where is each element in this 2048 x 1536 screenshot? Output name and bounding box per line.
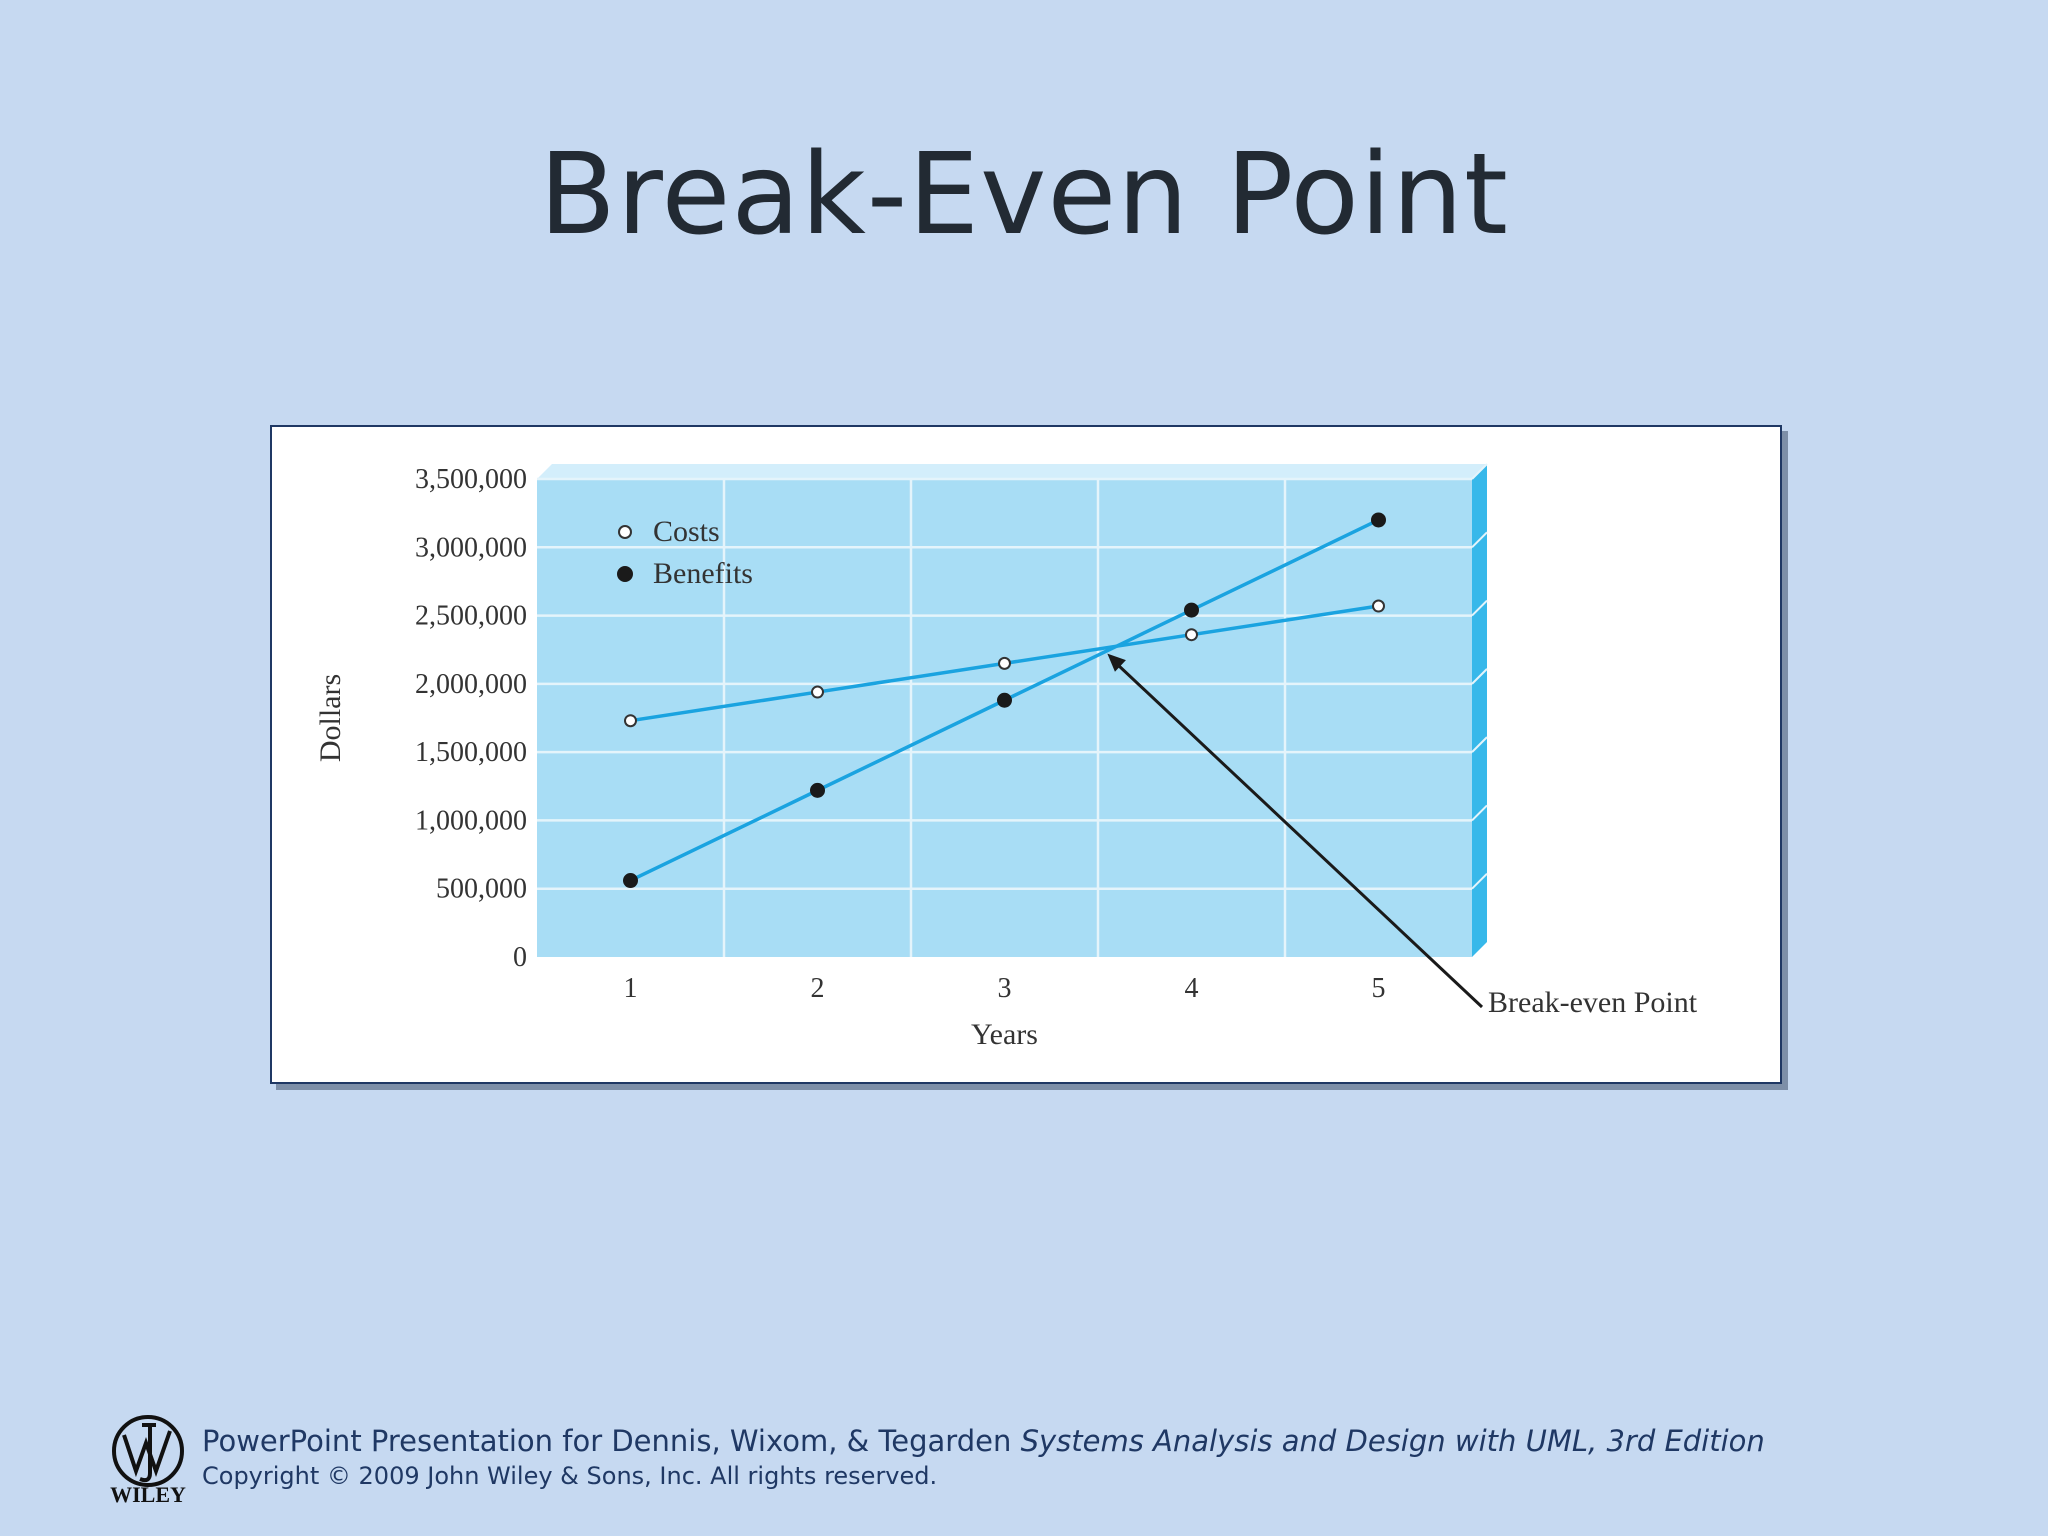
plot-top-face [537, 464, 1487, 479]
x-tick-label: 5 [1372, 973, 1386, 1004]
y-tick-label: 2,000,000 [415, 669, 527, 700]
y-gridline-side [1471, 873, 1488, 890]
y-axis-label: Dollars [314, 674, 347, 762]
plot-side-face [1472, 464, 1487, 957]
wiley-logo-text: WILEY [110, 1482, 186, 1507]
x-tick-label: 4 [1185, 973, 1199, 1004]
annotation-arrow-line [1112, 659, 1484, 1009]
y-gridline-side [1471, 599, 1488, 617]
legend-marker-benefits [617, 566, 633, 582]
legend-label-benefits: Benefits [653, 557, 753, 590]
y-gridline-side [1471, 804, 1488, 822]
data-point-costs [1372, 599, 1385, 613]
legend-label-costs: Costs [653, 515, 720, 548]
y-tick-label: 500,000 [436, 874, 527, 905]
footer-book-title: Systems Analysis and Design with UML, 3r… [1020, 1424, 1765, 1458]
x-tick-label: 2 [811, 973, 825, 1004]
data-point-costs [998, 656, 1011, 670]
legend-marker-costs [618, 525, 632, 539]
break-even-chart: 0 500,000 1,000,000 1,500,000 2,000,000 2,500… [314, 463, 1698, 1051]
y-tick-label: 3,500,000 [415, 464, 527, 495]
data-point-costs [811, 685, 824, 699]
x-axis-label: Years [971, 1018, 1038, 1051]
data-point-costs [624, 714, 637, 728]
annotation-arrow-head [1107, 653, 1126, 672]
data-point-benefits [997, 692, 1012, 708]
y-tick-label: 2,500,000 [415, 601, 527, 632]
footer-credit-prefix: PowerPoint Presentation for Dennis, Wixo… [202, 1424, 1021, 1458]
y-gridline-side [1471, 531, 1488, 548]
y-tick-label: 0 [513, 942, 527, 973]
footer: WILEY PowerPoint Presentation for Dennis… [110, 1400, 2010, 1510]
slide-title: Break-Even Point [539, 130, 1509, 260]
annotation-label: Break-even Point [1488, 986, 1698, 1019]
plot-background [537, 479, 1472, 957]
y-tick-label: 1,000,000 [415, 805, 527, 836]
y-tick-label: 3,000,000 [415, 532, 527, 563]
y-tick-label: 1,500,000 [415, 737, 527, 768]
y-gridline-side [1471, 668, 1488, 685]
footer-copyright: Copyright © 2009 John Wiley & Sons, Inc.… [202, 1462, 938, 1490]
data-point-benefits [810, 782, 825, 798]
footer-credit: PowerPoint Presentation for Dennis, Wixo… [202, 1424, 1765, 1458]
x-tick-label: 1 [624, 973, 638, 1004]
wiley-logo-icon [112, 1415, 184, 1487]
y-gridline-side [1471, 736, 1488, 753]
data-point-benefits [1184, 602, 1199, 618]
data-point-benefits [1371, 512, 1386, 528]
chart-figure-frame: 0 500,000 1,000,000 1,500,000 2,000,000 2,500… [270, 425, 1782, 1084]
data-point-costs [1185, 628, 1198, 642]
x-tick-label: 3 [998, 973, 1012, 1004]
data-point-benefits [623, 873, 638, 889]
y-gridline-side [1471, 463, 1488, 480]
